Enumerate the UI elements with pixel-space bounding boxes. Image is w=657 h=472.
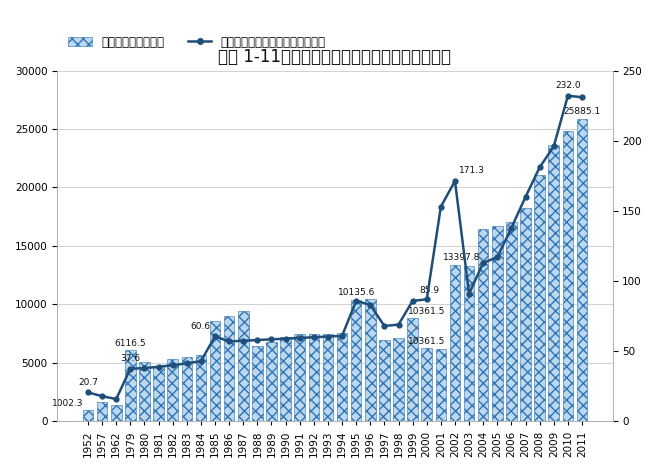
Bar bbox=[562, 131, 573, 421]
Text: 60.6: 60.6 bbox=[191, 322, 211, 331]
Text: 6116.5: 6116.5 bbox=[114, 338, 146, 347]
Bar bbox=[365, 299, 376, 421]
Bar bbox=[549, 145, 559, 421]
Text: 13397.8: 13397.8 bbox=[443, 253, 481, 262]
Bar bbox=[196, 355, 206, 421]
Bar bbox=[379, 340, 390, 421]
Bar bbox=[168, 360, 178, 421]
Bar bbox=[181, 357, 192, 421]
Bar bbox=[97, 402, 107, 421]
Bar bbox=[577, 118, 587, 421]
Text: 25885.1: 25885.1 bbox=[564, 107, 600, 116]
Bar bbox=[520, 208, 531, 421]
Bar bbox=[337, 334, 348, 421]
Bar bbox=[394, 338, 404, 421]
Bar bbox=[210, 321, 220, 421]
Bar bbox=[421, 348, 432, 421]
Legend: 工会会員数（万人）, 基層工会数（万ユニット、右軸）: 工会会員数（万人）, 基層工会数（万ユニット、右軸） bbox=[63, 31, 330, 53]
Text: 232.0: 232.0 bbox=[555, 81, 581, 90]
Bar bbox=[224, 316, 235, 421]
Bar bbox=[323, 334, 333, 421]
Bar bbox=[252, 346, 263, 421]
Bar bbox=[309, 334, 319, 421]
Text: 20.7: 20.7 bbox=[78, 378, 98, 387]
Bar bbox=[83, 410, 93, 421]
Bar bbox=[238, 311, 248, 421]
Text: 85.9: 85.9 bbox=[420, 286, 440, 295]
Bar bbox=[449, 265, 461, 421]
Bar bbox=[153, 365, 164, 421]
Bar bbox=[351, 300, 361, 421]
Bar bbox=[111, 405, 122, 421]
Bar bbox=[436, 349, 446, 421]
Bar bbox=[266, 342, 277, 421]
Text: 10361.5: 10361.5 bbox=[408, 337, 445, 346]
Text: 1002.3: 1002.3 bbox=[53, 399, 83, 408]
Bar bbox=[506, 222, 516, 421]
Bar bbox=[125, 350, 135, 421]
Bar bbox=[478, 229, 489, 421]
Title: 図表 1-11　「工会」数・「工会」会員数の推移: 図表 1-11 「工会」数・「工会」会員数の推移 bbox=[219, 48, 451, 66]
Text: 10135.6: 10135.6 bbox=[338, 288, 375, 297]
Bar bbox=[407, 318, 418, 421]
Bar bbox=[139, 362, 150, 421]
Bar bbox=[294, 334, 305, 421]
Text: 171.3: 171.3 bbox=[459, 166, 485, 176]
Bar bbox=[534, 175, 545, 421]
Bar bbox=[464, 267, 474, 421]
Bar bbox=[281, 337, 291, 421]
Text: 37.6: 37.6 bbox=[120, 354, 141, 363]
Bar bbox=[492, 226, 503, 421]
Text: 10361.5: 10361.5 bbox=[408, 307, 445, 316]
